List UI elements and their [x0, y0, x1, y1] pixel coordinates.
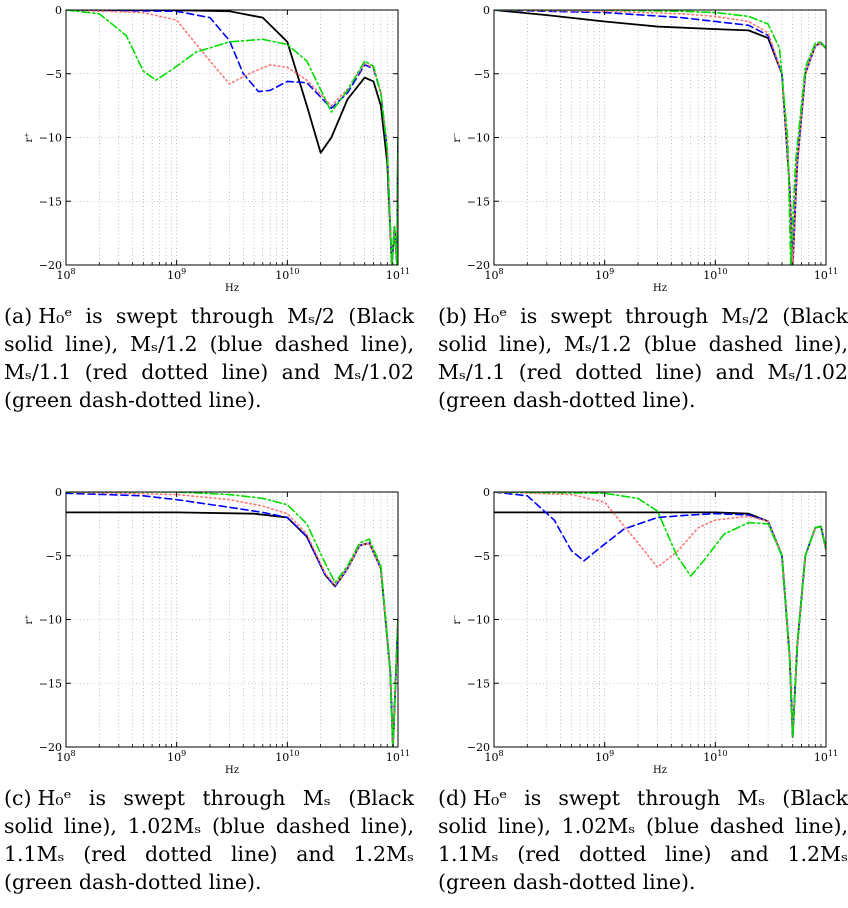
- y-tick-label: −15: [467, 195, 490, 208]
- y-tick-label: −20: [467, 259, 490, 272]
- y-axis-label: r⁺: [24, 614, 35, 624]
- chart-b-svg: 108 109 1010 1011 0 −5 −10 −15 −20 Hz r⁻: [452, 4, 838, 294]
- caption-d-tag: (d): [438, 786, 468, 810]
- caption-a: (a) H₀ᵉ is swept through Mₛ/2 (Black soli…: [4, 302, 414, 414]
- series-line-a-dashed: [66, 10, 398, 265]
- y-tick-label: −20: [467, 741, 490, 754]
- y-tick-label: 0: [55, 4, 62, 17]
- caption-a-tag: (a): [4, 304, 33, 328]
- caption-c-text: H₀ᵉ is swept through Mₛ (Black solid lin…: [4, 786, 414, 894]
- caption-c: (c) H₀ᵉ is swept through Mₛ (Black solid …: [4, 784, 414, 896]
- y-tick-label: −5: [474, 68, 490, 81]
- series-line-b-dotted: [494, 10, 826, 265]
- caption-d-text: H₀ᵉ is swept through Mₛ (Black solid lin…: [438, 786, 848, 894]
- y-axis-label: r⁺: [24, 132, 35, 142]
- x-tick-label: 1010: [703, 749, 727, 764]
- x-tick-label: 1010: [275, 749, 299, 764]
- x-tick-label: 109: [595, 749, 614, 764]
- x-tick-label: 109: [167, 749, 186, 764]
- x-tick-label: 109: [595, 267, 614, 282]
- y-tick-label: −20: [39, 259, 62, 272]
- y-tick-label: 0: [483, 4, 490, 17]
- caption-a-text: H₀ᵉ is swept through Mₛ/2 (Black solid l…: [4, 304, 414, 412]
- x-tick-label: 1011: [814, 749, 838, 764]
- x-tick-label: 109: [167, 267, 186, 282]
- y-tick-label: −15: [467, 677, 490, 690]
- series-line-a-dotted: [66, 10, 398, 265]
- x-axis-label: Hz: [225, 765, 239, 776]
- series-line-b-dashdot: [494, 10, 826, 265]
- caption-d: (d) H₀ᵉ is swept through Mₛ (Black solid …: [438, 784, 848, 896]
- x-tick-label: 108: [56, 267, 75, 282]
- series-line-c-dashdot: [66, 492, 398, 747]
- series-line-d-dashdot: [494, 492, 826, 738]
- x-tick-label: 108: [484, 267, 503, 282]
- x-tick-label: 108: [484, 749, 503, 764]
- y-tick-label: −10: [39, 132, 62, 145]
- x-axis-label: Hz: [653, 283, 667, 294]
- chart-panel-a: 108 109 1010 1011 0 −5 −10 −15 −20 Hz r⁺: [0, 0, 420, 300]
- y-tick-label: 0: [483, 486, 490, 499]
- x-tick-label: 1010: [275, 267, 299, 282]
- y-tick-label: −15: [39, 677, 62, 690]
- chart-panel-c: 108 109 1010 1011 0 −5 −10 −15 −20 Hz r⁺: [0, 482, 420, 782]
- x-tick-label: 1011: [814, 267, 838, 282]
- chart-a-svg: 108 109 1010 1011 0 −5 −10 −15 −20 Hz r⁺: [24, 4, 410, 294]
- x-axis-label: Hz: [653, 765, 667, 776]
- caption-b-text: H₀ᵉ is swept through Mₛ/2 (Black solid l…: [438, 304, 848, 412]
- y-tick-label: −10: [467, 614, 490, 627]
- chart-panel-b: 108 109 1010 1011 0 −5 −10 −15 −20 Hz r⁻: [428, 0, 848, 300]
- x-tick-label: 1011: [386, 749, 410, 764]
- grid-d: [493, 491, 826, 748]
- chart-c-svg: 108 109 1010 1011 0 −5 −10 −15 −20 Hz r⁺: [24, 486, 410, 776]
- y-tick-label: −20: [39, 741, 62, 754]
- caption-b-tag: (b): [438, 304, 468, 328]
- caption-b: (b) H₀ᵉ is swept through Mₛ/2 (Black soli…: [438, 302, 848, 414]
- y-tick-label: −5: [46, 550, 62, 563]
- y-tick-label: −5: [474, 550, 490, 563]
- x-tick-label: 1011: [386, 267, 410, 282]
- y-axis-label: r⁻: [452, 132, 463, 142]
- y-tick-label: −15: [39, 195, 62, 208]
- y-tick-label: −10: [39, 614, 62, 627]
- y-axis-label: r⁻: [452, 614, 463, 624]
- x-tick-label: 108: [56, 749, 75, 764]
- y-tick-label: −5: [46, 68, 62, 81]
- chart-panel-d: 108 109 1010 1011 0 −5 −10 −15 −20 Hz r⁻: [428, 482, 848, 782]
- y-tick-label: −10: [467, 132, 490, 145]
- caption-c-tag: (c): [4, 786, 32, 810]
- chart-d-svg: 108 109 1010 1011 0 −5 −10 −15 −20 Hz r⁻: [452, 486, 838, 776]
- grid-b: [493, 9, 826, 266]
- x-tick-label: 1010: [703, 267, 727, 282]
- x-axis-label: Hz: [225, 283, 239, 294]
- y-tick-label: 0: [55, 486, 62, 499]
- series-line-a-dashdot: [66, 10, 398, 265]
